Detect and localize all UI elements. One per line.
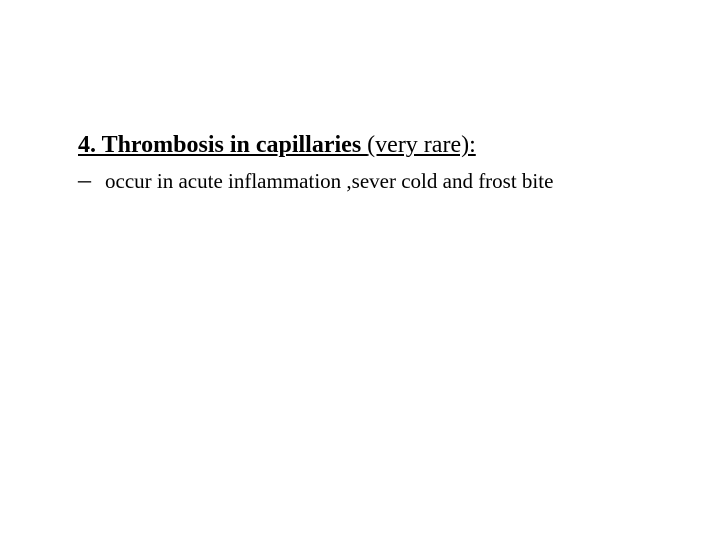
bullet-text: occur in acute inflammation ,sever cold … [105,168,553,195]
slide: 4. Thrombosis in capillaries (very rare)… [0,0,720,540]
heading-normal: (very rare): [367,132,476,158]
bullet-dash: – [78,167,91,193]
bullet-item: – occur in acute inflammation ,sever col… [78,167,658,195]
heading-bold: 4. Thrombosis in capillaries [78,132,367,158]
content-block: 4. Thrombosis in capillaries (very rare)… [78,130,658,195]
heading: 4. Thrombosis in capillaries (very rare)… [78,130,658,161]
